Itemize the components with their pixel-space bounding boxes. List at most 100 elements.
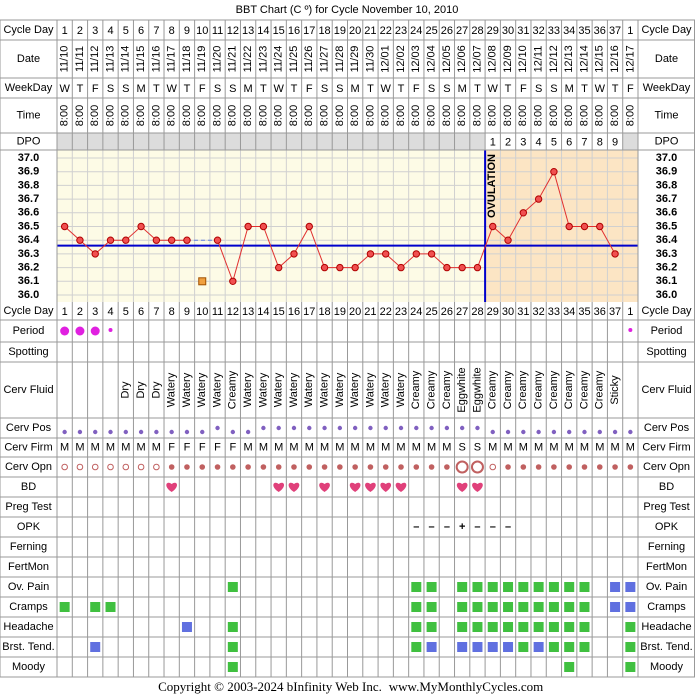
cell-text: M	[137, 83, 146, 95]
temp-point	[259, 222, 268, 231]
cell-text: 32	[532, 25, 544, 37]
cell-text: 27	[456, 306, 468, 318]
temp-point	[458, 263, 466, 272]
temp-point	[504, 236, 512, 244]
row-label: DPO	[17, 135, 41, 147]
symptom	[625, 642, 636, 652]
empty-cell	[408, 133, 424, 150]
cerv-opn	[291, 464, 297, 470]
symptom	[487, 582, 498, 592]
cell-text: 8:00	[471, 105, 483, 126]
bd-heart	[166, 482, 178, 492]
cerv-firm: M	[412, 441, 421, 453]
cerv-pos	[215, 425, 220, 431]
cerv-pos	[62, 429, 67, 435]
cell-text: W	[595, 83, 606, 95]
cerv-opn	[199, 464, 206, 470]
cerv-opn	[184, 464, 190, 470]
cerv-pos	[77, 429, 83, 435]
symptom	[548, 622, 559, 632]
row-label: Cycle Day	[3, 305, 54, 317]
cell-text: 11	[212, 306, 223, 318]
empty-cell	[255, 133, 272, 150]
empty-cell	[209, 133, 226, 150]
cell-text: 11/26	[303, 46, 315, 73]
symptom	[472, 622, 483, 632]
cell-text: 2	[77, 306, 83, 318]
cell-text: 11/24	[273, 46, 285, 73]
symptom	[564, 622, 575, 632]
symptom	[457, 582, 468, 592]
cell-text: 34	[563, 306, 575, 318]
excluded-temp	[198, 277, 207, 286]
cell-text: F	[520, 83, 527, 95]
symptom	[90, 642, 101, 652]
temp-point	[91, 250, 99, 258]
cell-text: S	[229, 83, 236, 95]
cell-text: T	[291, 83, 298, 95]
cerv-fluid: Watery	[242, 372, 254, 407]
row-label: Ferning	[10, 541, 47, 553]
symptom	[625, 602, 636, 612]
cerv-firm: M	[503, 441, 512, 453]
cell-text: 8:00	[196, 105, 208, 126]
cerv-fluid: Creamy	[563, 370, 575, 409]
row-label-right: Moody	[650, 661, 684, 673]
cerv-fluid: Watery	[334, 372, 346, 407]
cerv-pos	[505, 429, 511, 435]
cell-text: 4	[536, 136, 542, 148]
cerv-fluid: Watery	[318, 372, 330, 407]
cell-text: 6	[138, 25, 144, 37]
cell-text: 11/27	[318, 46, 330, 73]
cell-text: 35	[578, 306, 590, 318]
temp-point	[213, 236, 222, 244]
cerv-fluid: Eggwhite	[471, 367, 483, 412]
cerv-pos	[230, 429, 236, 435]
temp-point	[489, 222, 497, 231]
temp-point	[382, 250, 390, 258]
cerv-firm: M	[626, 441, 635, 453]
cerv-opn	[551, 464, 557, 470]
cell-text: 11/19	[196, 46, 208, 73]
symptom	[625, 662, 636, 672]
cerv-pos	[414, 425, 419, 431]
row-label-right: Spotting	[646, 346, 686, 358]
y-tick-label: 36.8	[18, 179, 39, 191]
period-light	[108, 328, 113, 332]
cell-text: 8:00	[273, 105, 285, 126]
cerv-opn	[230, 464, 236, 470]
symptom	[533, 642, 544, 652]
cerv-fluid: Watery	[349, 372, 361, 407]
cell-text: 8	[169, 25, 175, 37]
y-tick-label-right: 36.9	[656, 166, 677, 178]
empty-cell	[164, 133, 180, 150]
cell-text: 12/13	[563, 45, 575, 73]
cell-text: 8:00	[211, 105, 223, 126]
cerv-firm: F	[214, 441, 221, 453]
symptom	[105, 602, 116, 612]
cerv-opn	[489, 463, 497, 471]
website: www.MyMonthlyCycles.com	[389, 679, 543, 694]
cerv-opn	[596, 464, 603, 470]
cerv-opn	[382, 464, 389, 470]
cell-text: 8:00	[624, 105, 636, 126]
cerv-firm: M	[137, 441, 146, 453]
cerv-opn	[321, 464, 328, 470]
row-label-right: OPK	[655, 521, 679, 533]
cerv-fluid: Creamy	[227, 370, 239, 409]
cerv-pos	[490, 429, 495, 435]
cell-text: 9	[184, 25, 190, 37]
cell-text: T	[184, 83, 191, 95]
cerv-pos	[612, 429, 618, 435]
cell-text: 12/09	[502, 45, 514, 73]
cerv-firm: M	[549, 441, 558, 453]
opk-symbol: –	[413, 521, 419, 533]
temp-point	[60, 222, 69, 231]
cell-text: 8:00	[395, 105, 407, 126]
cell-text: 27	[456, 25, 468, 37]
temp-point	[580, 222, 589, 231]
symptom	[227, 622, 238, 632]
cell-text: 8:00	[59, 105, 71, 126]
row-label: Preg Test	[5, 501, 51, 513]
temp-point	[443, 263, 451, 272]
